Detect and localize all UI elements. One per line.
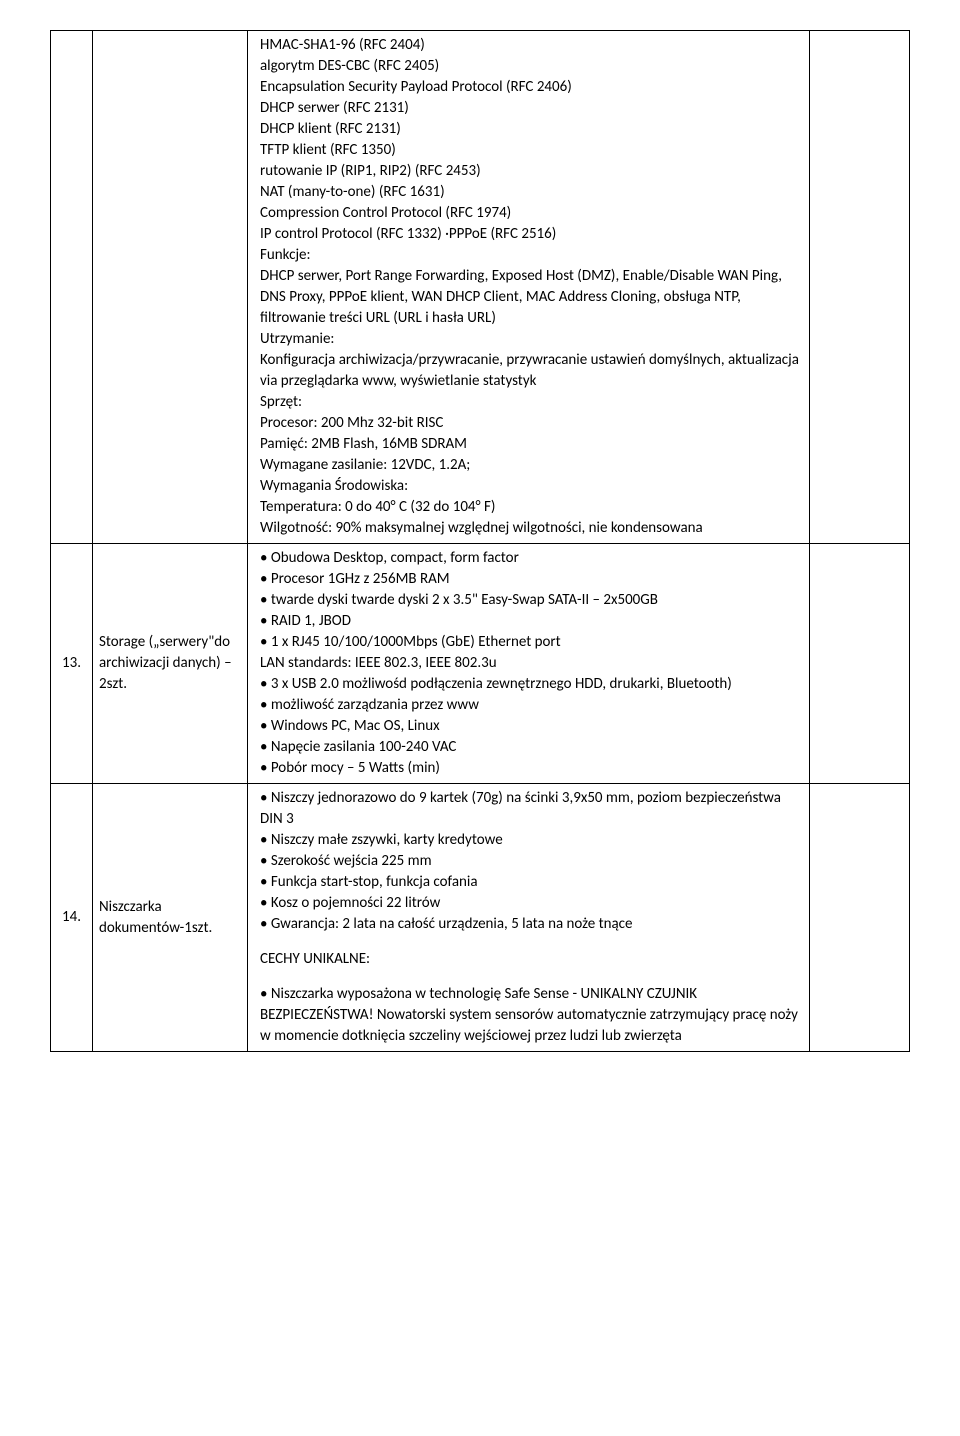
empty-cell [810, 31, 910, 544]
spec-line: • Niszczarka wyposażona w technologię Sa… [260, 984, 803, 1047]
spec-line: • 3 x USB 2.0 możliwośd podłączenia zewn… [260, 674, 803, 695]
spec-line: • Obudowa Desktop, compact, form factor [260, 548, 803, 569]
spec-line: • Procesor 1GHz z 256MB RAM [260, 569, 803, 590]
spec-line: • Szerokość wejścia 225 mm [260, 851, 803, 872]
spec-line: • Pobór mocy – 5 Watts (min) [260, 758, 803, 779]
spec-line: Encapsulation Security Payload Protocol … [260, 77, 803, 98]
spec-line: rutowanie IP (RIP1, RIP2) (RFC 2453) [260, 161, 803, 182]
spec-line: Wymagania Środowiska: [260, 476, 803, 497]
spec-line: • Windows PC, Mac OS, Linux [260, 716, 803, 737]
empty-cell [810, 784, 910, 1052]
spec-line: • Napęcie zasilania 100-240 VAC [260, 737, 803, 758]
row-number: 13. [51, 544, 93, 784]
spec-line: • Funkcja start-stop, funkcja cofania [260, 872, 803, 893]
spec-line: Konfiguracja archiwizacja/przywracanie, … [260, 350, 803, 392]
spec-line: • Niszczy małe zszywki, karty kredytowe [260, 830, 803, 851]
row-number [51, 31, 93, 544]
spec-line: • 1 x RJ45 10/100/1000Mbps (GbE) Etherne… [260, 632, 803, 653]
spec-line: Pamięć: 2MB Flash, 16MB SDRAM [260, 434, 803, 455]
spec-line: HMAC-SHA1-96 (RFC 2404) [260, 35, 803, 56]
item-name [93, 31, 248, 544]
spec-line: NAT (many-to-one) (RFC 1631) [260, 182, 803, 203]
spec-line: Utrzymanie: [260, 329, 803, 350]
spec-line: algorytm DES-CBC (RFC 2405) [260, 56, 803, 77]
item-name: Niszczarka dokumentów-1szt. [93, 784, 248, 1052]
item-description: • Niszczy jednorazowo do 9 kartek (70g) … [248, 784, 810, 1052]
spec-line: CECHY UNIKALNE: [260, 949, 803, 970]
spec-line: Compression Control Protocol (RFC 1974) [260, 203, 803, 224]
spec-line: DHCP serwer, Port Range Forwarding, Expo… [260, 266, 803, 329]
row-number: 14. [51, 784, 93, 1052]
spec-line: Wilgotność: 90% maksymalnej względnej wi… [260, 518, 803, 539]
spec-line: Temperatura: 0 do 40° C (32 do 104° F) [260, 497, 803, 518]
spec-line: • możliwość zarządzania przez www [260, 695, 803, 716]
spec-table: HMAC-SHA1-96 (RFC 2404)algorytm DES-CBC … [50, 30, 910, 1052]
spec-line: • Niszczy jednorazowo do 9 kartek (70g) … [260, 788, 803, 830]
spec-line: • Kosz o pojemności 22 litrów [260, 893, 803, 914]
spec-line: Procesor: 200 Mhz 32-bit RISC [260, 413, 803, 434]
spec-line: IP control Protocol (RFC 1332) ·PPPoE (R… [260, 224, 803, 245]
table-row: 13.Storage („serwery"do archiwizacji dan… [51, 544, 910, 784]
item-description: • Obudowa Desktop, compact, form factor•… [248, 544, 810, 784]
spec-line: TFTP klient (RFC 1350) [260, 140, 803, 161]
spec-table-body: HMAC-SHA1-96 (RFC 2404)algorytm DES-CBC … [51, 31, 910, 1052]
spec-line: Wymagane zasilanie: 12VDC, 1.2A; [260, 455, 803, 476]
spec-line: • twarde dyski twarde dyski 2 x 3.5" Eas… [260, 590, 803, 611]
table-row: HMAC-SHA1-96 (RFC 2404)algorytm DES-CBC … [51, 31, 910, 544]
spec-line: • Gwarancja: 2 lata na całość urządzenia… [260, 914, 803, 935]
spec-line: Sprzęt: [260, 392, 803, 413]
spec-line: DHCP serwer (RFC 2131) [260, 98, 803, 119]
item-description: HMAC-SHA1-96 (RFC 2404)algorytm DES-CBC … [248, 31, 810, 544]
table-row: 14.Niszczarka dokumentów-1szt. • Niszczy … [51, 784, 910, 1052]
empty-cell [810, 544, 910, 784]
spec-line: LAN standards: IEEE 802.3, IEEE 802.3u [260, 653, 803, 674]
spec-line: Funkcje: [260, 245, 803, 266]
item-name: Storage („serwery"do archiwizacji danych… [93, 544, 248, 784]
spec-line: • RAID 1, JBOD [260, 611, 803, 632]
spec-line: DHCP klient (RFC 2131) [260, 119, 803, 140]
